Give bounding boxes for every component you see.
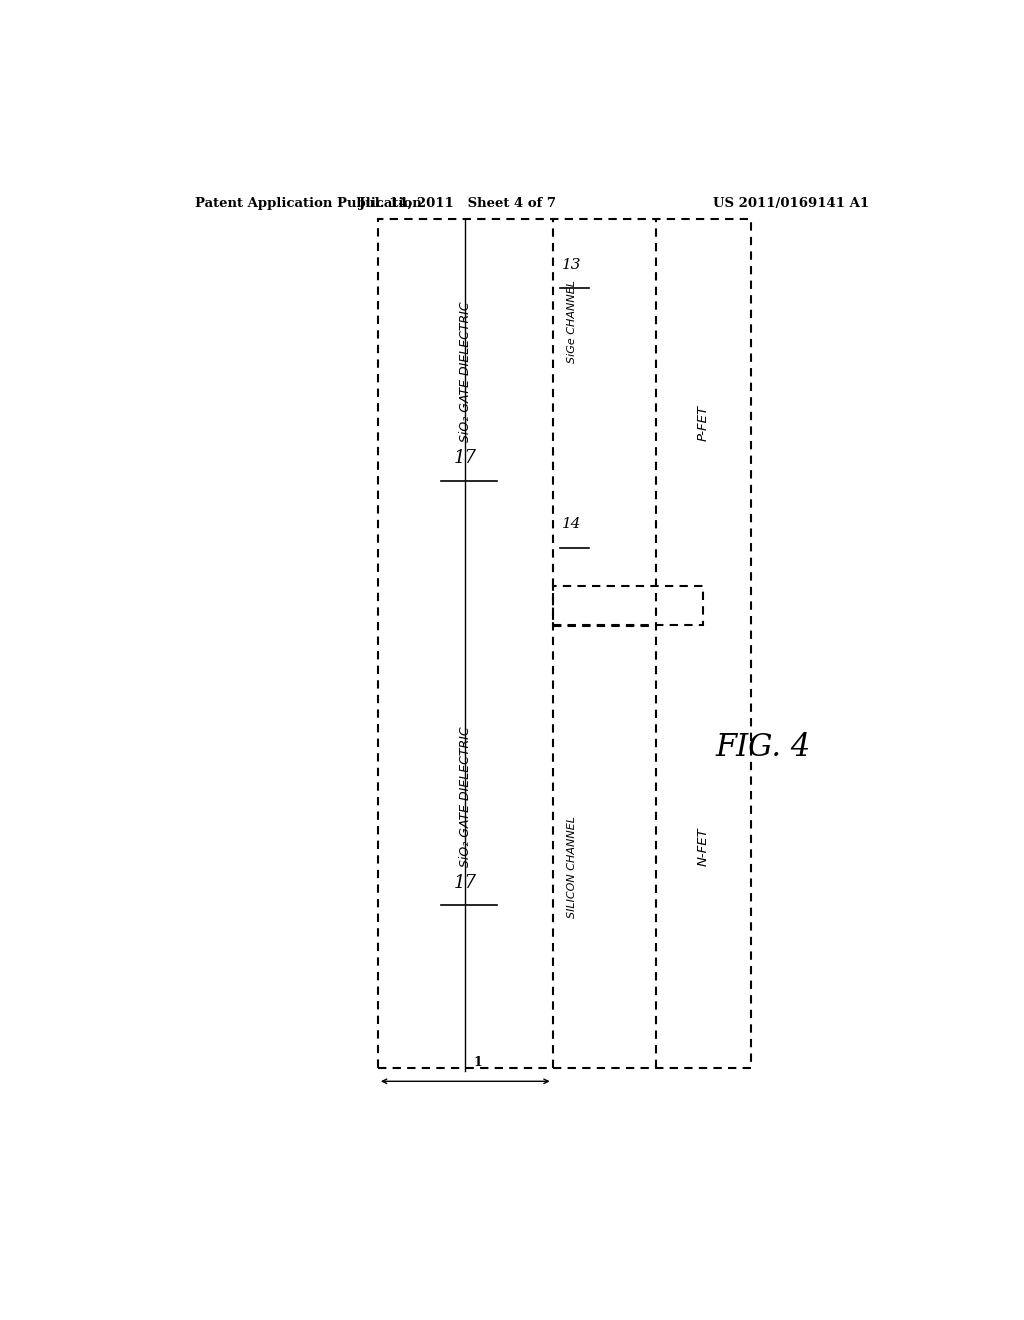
- Text: US 2011/0169141 A1: US 2011/0169141 A1: [713, 197, 868, 210]
- Text: SiGe CHANNEL: SiGe CHANNEL: [566, 280, 577, 363]
- Text: N-FET: N-FET: [697, 828, 710, 866]
- Text: 13: 13: [562, 259, 582, 272]
- Text: FIG. 4: FIG. 4: [715, 733, 811, 763]
- Bar: [553, 586, 703, 624]
- Text: SiO₂ GATE DIELECTRIC: SiO₂ GATE DIELECTRIC: [459, 301, 472, 442]
- Text: P-FET: P-FET: [697, 405, 710, 441]
- Text: Jul. 14, 2011   Sheet 4 of 7: Jul. 14, 2011 Sheet 4 of 7: [358, 197, 556, 210]
- Text: 17: 17: [454, 874, 477, 891]
- Text: 1: 1: [473, 1056, 482, 1069]
- Bar: [378, 219, 751, 1068]
- Text: 17: 17: [454, 449, 477, 467]
- Text: SiO₂ GATE DIELECTRIC: SiO₂ GATE DIELECTRIC: [459, 726, 472, 866]
- Text: SILICON CHANNEL: SILICON CHANNEL: [566, 816, 577, 919]
- Text: Patent Application Publication: Patent Application Publication: [196, 197, 422, 210]
- Text: 14: 14: [562, 517, 582, 532]
